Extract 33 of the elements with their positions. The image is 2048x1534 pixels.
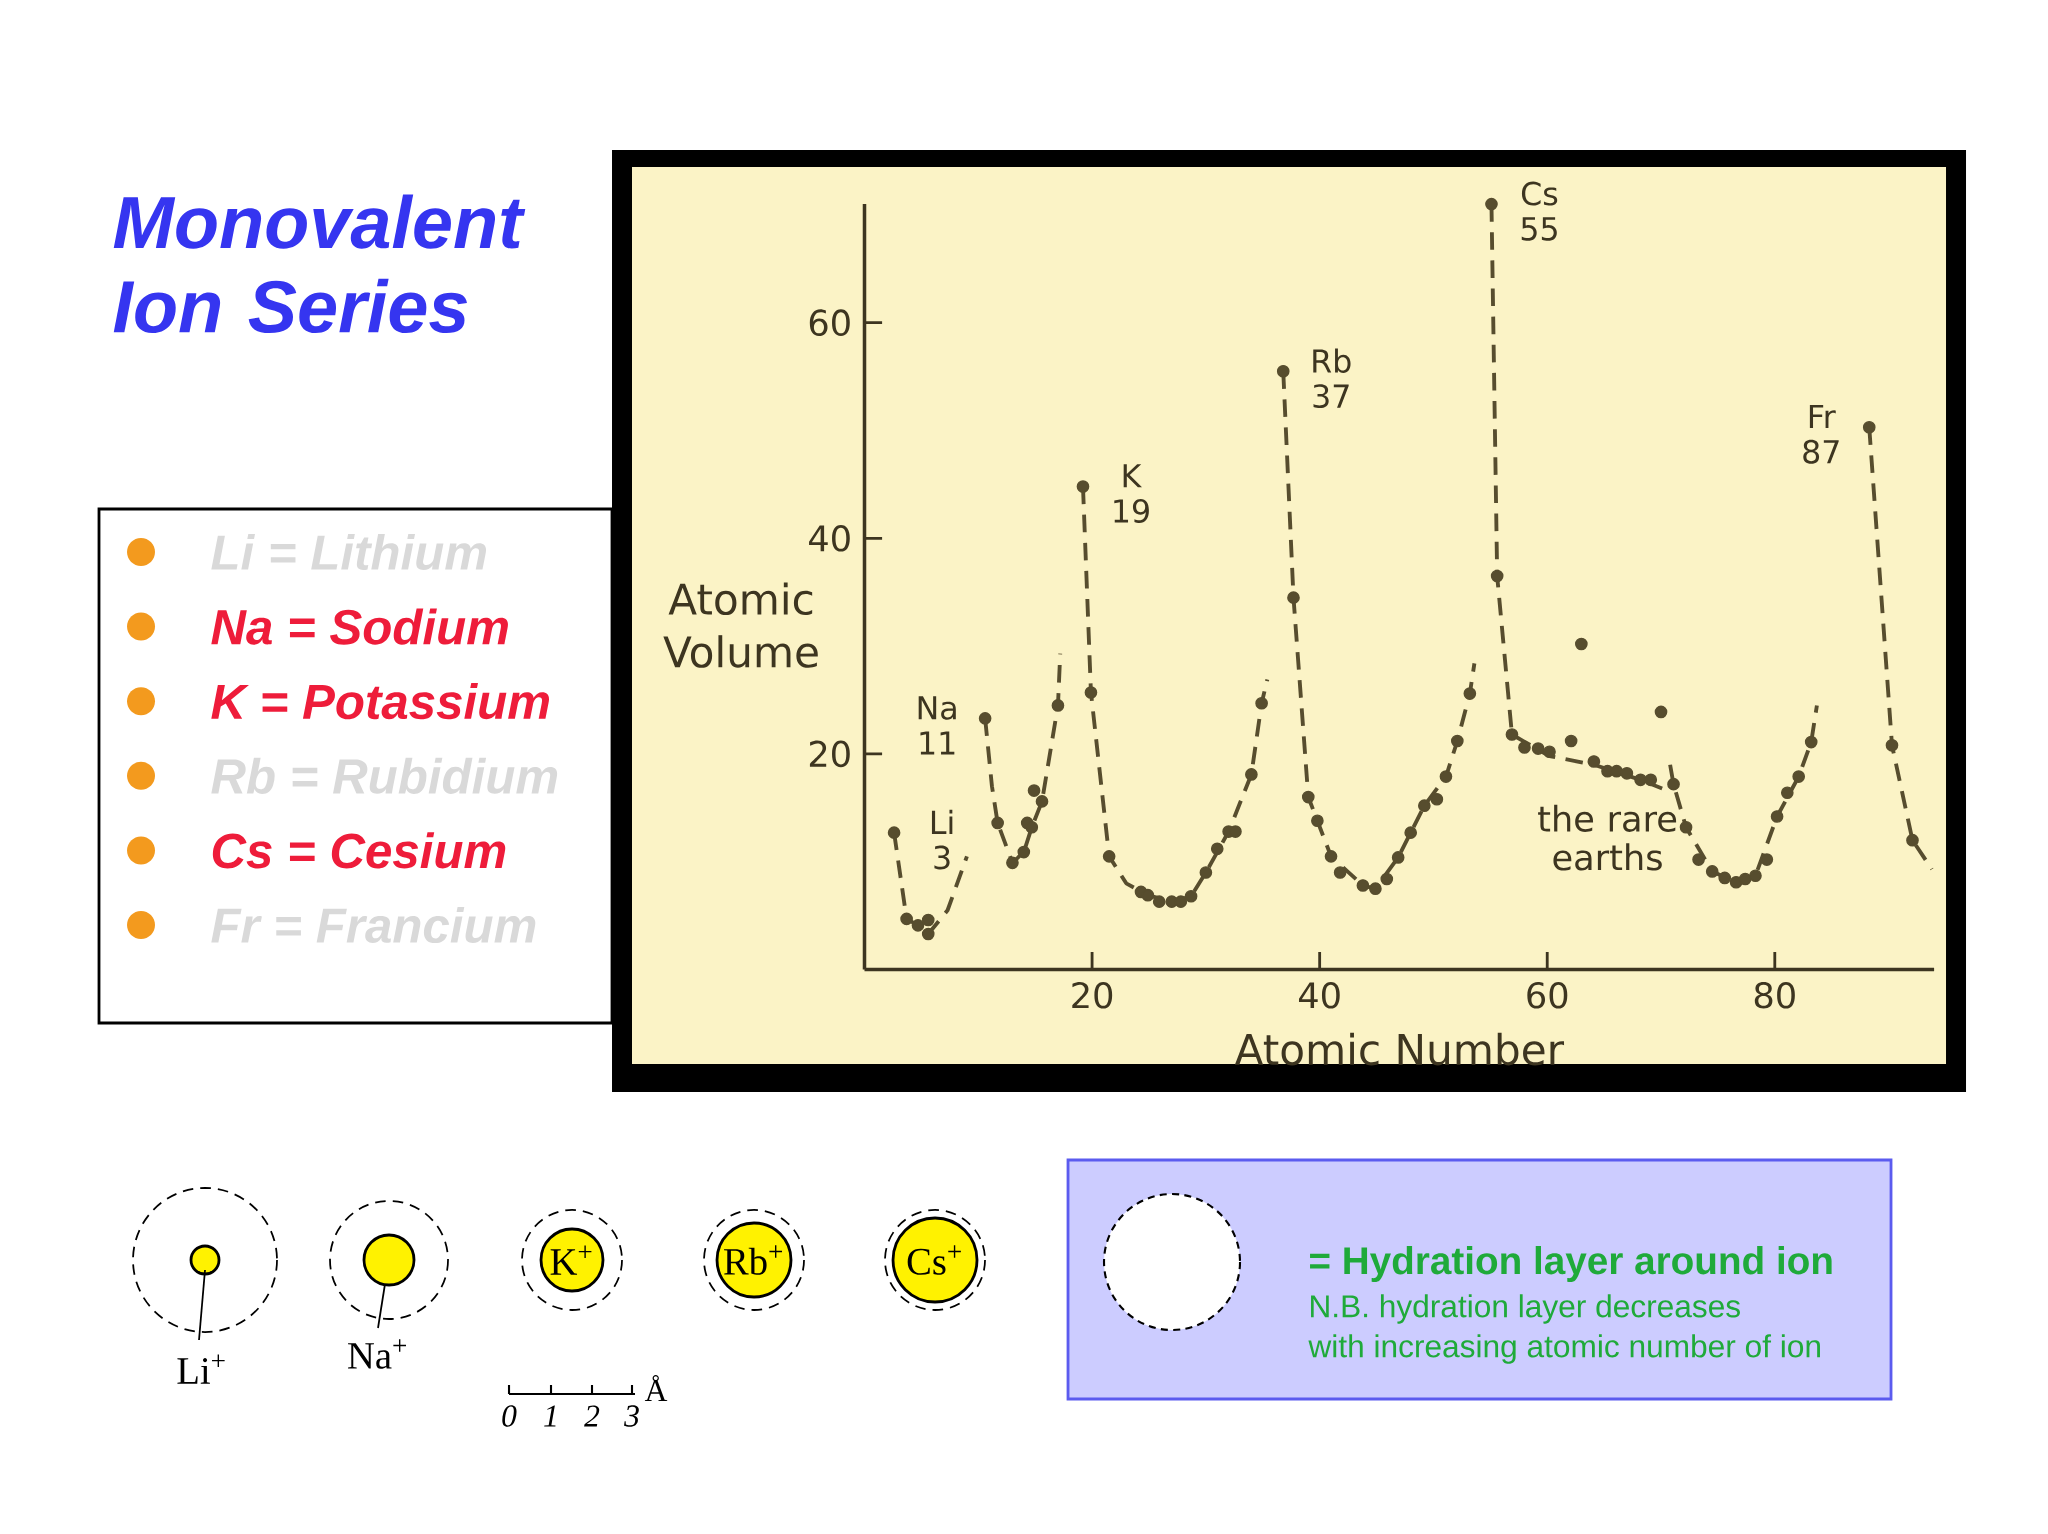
text: Li$^{+}$: [177, 1354, 225, 1384]
text: 3: [624, 1405, 639, 1427]
text: = Hydration layer around ion: [1310, 1245, 1832, 1282]
text: Å: [644, 1375, 668, 1401]
x-tick-label: 60: [1527, 981, 1568, 1009]
text: Cs$^{+}$: [907, 1245, 961, 1275]
y-tick-label: 20: [809, 740, 850, 768]
text: N.B. hydration layer decreases: [1311, 1294, 1740, 1324]
annotation: the rare earths: [1538, 804, 1677, 871]
annotation: Na 11: [918, 696, 956, 755]
text: with increasing atomic number of ion: [1308, 1334, 1820, 1364]
text: K = Potassium: [211, 683, 549, 720]
x-tick-label: 40: [1298, 981, 1340, 1009]
y-axis-title: Atomic Volume: [663, 582, 818, 668]
x-axis-title: Atomic Number: [1234, 1032, 1565, 1066]
x-tick-label: 80: [1754, 981, 1795, 1009]
text: 1: [544, 1405, 556, 1427]
annotation: Rb 37: [1313, 348, 1351, 409]
chart-title: Monovalent Ion Series: [113, 194, 526, 334]
annotation: K 19: [1114, 464, 1149, 523]
annotation: Fr 87: [1803, 404, 1839, 464]
text: 2: [584, 1405, 600, 1427]
annotation: Cs 55: [1521, 181, 1558, 241]
y-tick-label: 40: [809, 524, 850, 552]
text: 0: [502, 1405, 517, 1427]
annotation: Li 3: [931, 809, 953, 870]
text: Rb$^{+}$: [724, 1245, 783, 1275]
text: Na = Sodium: [211, 608, 508, 645]
y-tick-label: 60: [809, 309, 850, 337]
text: K$^{+}$: [550, 1245, 592, 1275]
x-tick-label: 20: [1072, 981, 1113, 1009]
text: Cs = Cesium: [212, 832, 506, 869]
text: Na$^{+}$: [348, 1339, 406, 1369]
